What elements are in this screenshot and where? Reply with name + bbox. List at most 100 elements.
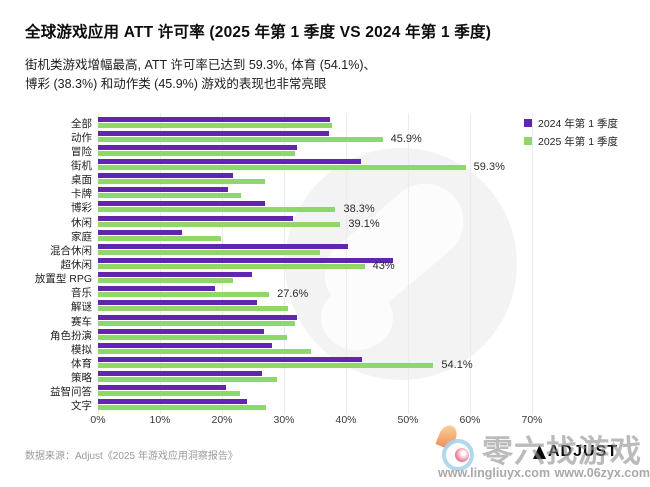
x-tick-label: 0% — [90, 414, 106, 426]
bar-2024 — [98, 116, 330, 122]
site-watermark-text: 零六找游戏 — [482, 434, 642, 469]
value-label: 39.1% — [348, 217, 380, 230]
lingliu-site-logo-icon — [435, 422, 484, 475]
subtitle-line-1: 街机类游戏增幅最高, ATT 许可率已达到 59.3%, 体育 (54.1%)、 — [25, 58, 376, 72]
legend-item-2024: 2024 年第 1 季度 — [524, 114, 618, 132]
bar-2025 — [98, 136, 383, 142]
legend-swatch-2025-icon — [524, 137, 532, 145]
bar-2024 — [98, 356, 363, 362]
x-tick-label: 60% — [459, 414, 481, 426]
x-tick-label: 30% — [273, 414, 295, 426]
value-label: 27.6% — [277, 288, 309, 301]
category-label: 模拟 — [71, 343, 92, 356]
bar-2024 — [98, 314, 298, 320]
bar-2024 — [98, 399, 248, 405]
category-label: 休闲 — [71, 216, 92, 229]
gridline — [98, 113, 99, 414]
bar-2025 — [98, 235, 222, 241]
bar-2024 — [98, 130, 329, 136]
gridline — [408, 113, 409, 414]
page-title: 全球游戏应用 ATT 许可率 (2025 年第 1 季度 VS 2024 年第 … — [25, 24, 492, 41]
legend-item-2025: 2025 年第 1 季度 — [524, 132, 618, 150]
bar-2025 — [98, 249, 320, 255]
category-label: 桌面 — [71, 174, 92, 187]
watermark-url-left: www.lingliuyx.com — [438, 466, 551, 480]
x-tick-label: 10% — [149, 414, 171, 426]
bar-2024 — [98, 300, 258, 306]
category-label: 音乐 — [71, 287, 92, 300]
bar-2024 — [98, 257, 394, 263]
site-watermark-urls: www.lingliuyx.com www.06zyx.com — [438, 466, 650, 480]
category-label: 赛车 — [71, 315, 92, 328]
category-label: 混合休闲 — [50, 244, 92, 257]
legend-swatch-2024-icon — [524, 119, 532, 127]
value-label: 54.1% — [441, 358, 473, 371]
bar-2025 — [98, 164, 466, 170]
gridline — [532, 113, 533, 414]
x-tick-label: 70% — [521, 414, 543, 426]
bar-2025 — [98, 263, 365, 269]
bar-2024 — [98, 144, 298, 150]
value-label: 59.3% — [473, 160, 505, 173]
x-tick-label: 50% — [397, 414, 419, 426]
bar-2024 — [98, 371, 263, 377]
value-label: 43% — [372, 259, 395, 272]
bar-2025 — [98, 122, 332, 128]
bar-2025 — [98, 150, 296, 156]
bar-2024 — [98, 286, 216, 292]
x-tick-label: 40% — [335, 414, 357, 426]
bar-2024 — [98, 187, 229, 193]
bar-2025 — [98, 348, 312, 354]
chart-legend: 2024 年第 1 季度 2025 年第 1 季度 — [524, 114, 618, 150]
bar-2024 — [98, 173, 233, 179]
category-label: 超休闲 — [60, 258, 93, 271]
bar-2025 — [98, 391, 240, 397]
gridline — [346, 113, 347, 414]
x-axis: 0% 10% 20% 30% 40% 50% 60% 70% — [90, 414, 542, 428]
category-label: 角色扮演 — [50, 329, 92, 342]
category-label: 街机 — [71, 159, 92, 172]
bar-2024 — [98, 328, 265, 334]
x-tick-label: 20% — [211, 414, 233, 426]
gridline — [160, 113, 161, 414]
bar-2025 — [98, 377, 278, 383]
bar-2024 — [98, 243, 349, 249]
value-label: 38.3% — [343, 203, 375, 216]
bar-2025 — [98, 306, 289, 312]
gridline — [470, 113, 471, 414]
subtitle: 街机类游戏增幅最高, ATT 许可率已达到 59.3%, 体育 (54.1%)、… — [25, 56, 376, 94]
bar-2025 — [98, 334, 288, 340]
bar-2024 — [98, 385, 226, 391]
adjust-logo: ADJUST — [533, 443, 618, 461]
bar-2024 — [98, 229, 182, 235]
category-label: 放置型 RPG — [34, 273, 92, 286]
watermark-url-right: www.06zyx.com — [554, 466, 650, 480]
subtitle-line-2: 博彩 (38.3%) 和动作类 (45.9%) 游戏的表现也非常亮眼 — [25, 77, 327, 91]
bar-2025 — [98, 221, 341, 227]
bar-2025 — [98, 292, 270, 298]
category-label: 冒险 — [71, 145, 92, 158]
bar-2025 — [98, 193, 241, 199]
legend-label-2024: 2024 年第 1 季度 — [538, 117, 618, 130]
bar-2025 — [98, 179, 265, 185]
adjust-swirl-watermark-icon — [285, 148, 517, 380]
category-label: 家庭 — [71, 230, 92, 243]
category-label: 动作 — [71, 131, 92, 144]
value-label: 45.9% — [390, 132, 422, 145]
category-label: 文字 — [71, 400, 92, 413]
bar-2025 — [98, 405, 267, 411]
spiral-icon — [455, 448, 469, 462]
gridline — [284, 113, 285, 414]
bar-2024 — [98, 215, 293, 221]
bar-2024 — [98, 158, 361, 164]
data-source-note: 数据来源：Adjust《2025 年游戏应用洞察报告》 — [25, 451, 238, 462]
legend-label-2025: 2025 年第 1 季度 — [538, 135, 618, 148]
bar-2024 — [98, 201, 266, 207]
bar-2025 — [98, 207, 336, 213]
bar-chart-plot: 45.9% 59.3% 38.3% 39.1% 43% 27.6% 54.1% — [98, 113, 533, 414]
bar-2025 — [98, 362, 434, 368]
category-label: 博彩 — [71, 202, 92, 215]
bar-2025 — [98, 320, 296, 326]
ring-icon — [442, 439, 474, 471]
category-label: 策略 — [71, 372, 92, 385]
